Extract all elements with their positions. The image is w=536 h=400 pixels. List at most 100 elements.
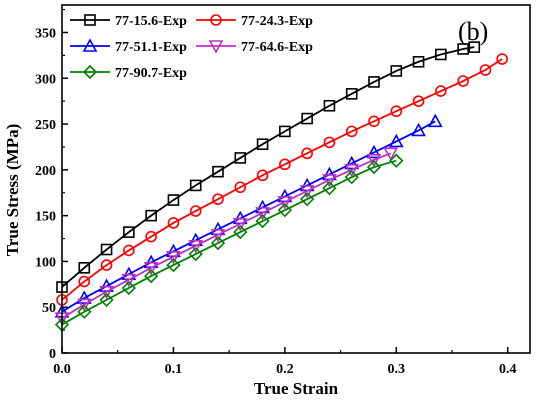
data-point [368,76,380,88]
legend-entry-2: 77-51.1-Exp [70,38,187,55]
data-point [256,138,269,150]
data-point [390,105,403,118]
data-point [210,229,226,243]
series-line [61,159,397,326]
data-point [189,179,202,192]
data-point [479,64,492,76]
y-tick-label: 350 [35,26,56,41]
data-point [322,181,337,196]
data-point [322,174,337,188]
axes-ticks: 0.0 0.1 0.2 0.3 0.4 0 50 100 150 200 250 300 350 [35,8,516,377]
data-point [143,262,159,276]
legend-marker [208,40,224,54]
legend-marker [210,14,222,26]
series-0 [56,41,481,293]
data-point [166,257,181,273]
data-point [123,226,135,238]
data-point [277,203,292,218]
legend-label: 77-51.1-Exp [115,40,187,55]
data-point [300,192,315,207]
data-point [366,144,382,159]
data-point [468,41,481,53]
data-point [457,75,469,87]
data-point [100,243,113,256]
series-line [61,152,392,319]
data-point [279,158,291,171]
legend-marker [82,64,98,80]
series-line [61,120,436,313]
y-tick-label: 0 [49,347,56,362]
data-point [412,95,425,107]
legend-marker [82,38,98,52]
y-tick-label: 200 [35,164,56,179]
data-point [212,165,224,178]
data-point [189,205,202,217]
data-point [344,170,359,185]
series-1 [56,53,508,306]
legend-label: 77-24.3-Exp [241,14,313,29]
data-point [279,125,291,138]
legend-entry-0: 77-15.6-Exp [70,14,187,29]
data-point [388,133,404,148]
data-point [496,53,508,65]
data-point [99,292,114,308]
data-point [383,147,399,162]
data-point [255,207,270,221]
series-2 [54,113,443,318]
y-tick-label: 150 [35,210,56,225]
series-line [61,46,475,288]
data-point [121,280,136,296]
x-tick-label: 0.3 [388,362,406,377]
data-point [78,275,91,288]
panel-label: (b) [458,17,488,46]
legend-entry-1: 77-24.3-Exp [196,14,313,29]
data-point [100,259,113,271]
data-point [344,155,360,170]
data-point [145,209,157,222]
data-point [188,240,204,254]
data-point [345,88,358,100]
y-axis-title: True Stress (MPa) [3,124,22,257]
legend-entry-4: 77-90.7-Exp [70,64,187,81]
data-point [234,181,247,194]
data-point [457,43,469,55]
data-point [188,246,203,262]
data-point [366,153,382,168]
series-3 [54,147,399,326]
data-point [368,115,380,128]
data-point [212,193,224,205]
x-tick-label: 0.0 [53,362,71,377]
data-point [256,169,269,182]
data-point [389,153,404,168]
data-point [210,235,226,251]
data-point [301,112,313,125]
y-tick-label: 100 [35,255,56,270]
data-point [277,196,293,210]
y-tick-label: 300 [35,72,56,87]
legend: 77-15.6-Exp 77-24.3-Exp 77-51.1-Exp 77-64.6… [70,14,313,81]
y-tick-label: 250 [35,118,56,133]
y-tick-label: 50 [42,301,56,316]
data-point [167,217,180,229]
data-point [144,268,159,284]
data-point [427,113,443,128]
data-point [366,159,382,175]
data-point [76,298,92,313]
data-point [412,55,425,68]
data-point [323,99,336,112]
data-point [232,218,248,232]
series-line [61,58,503,301]
data-point [234,152,247,164]
series-layer [54,41,508,332]
series-4 [54,153,404,332]
legend-entry-3: 77-64.6-Exp [196,40,313,55]
data-point [76,290,92,304]
data-point [167,194,180,206]
data-point [344,164,360,178]
plot-border [61,4,531,354]
data-point [255,213,270,229]
data-point [435,48,447,61]
legend-label: 77-15.6-Exp [115,14,187,29]
